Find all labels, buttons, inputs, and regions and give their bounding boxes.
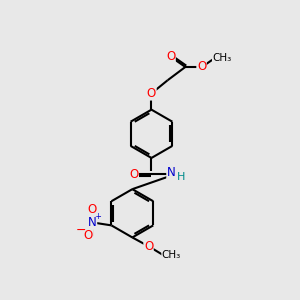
Text: N: N — [88, 216, 97, 229]
Text: H: H — [177, 172, 185, 182]
Text: CH₃: CH₃ — [212, 53, 232, 63]
Text: N: N — [167, 166, 176, 179]
Text: O: O — [83, 229, 92, 242]
Text: CH₃: CH₃ — [162, 250, 181, 260]
Text: O: O — [88, 203, 97, 216]
Text: O: O — [197, 61, 206, 74]
Text: O: O — [144, 240, 153, 253]
Text: O: O — [166, 50, 175, 63]
Text: O: O — [147, 87, 156, 100]
Text: −: − — [75, 224, 86, 237]
Text: O: O — [129, 168, 138, 181]
Text: +: + — [94, 212, 101, 221]
